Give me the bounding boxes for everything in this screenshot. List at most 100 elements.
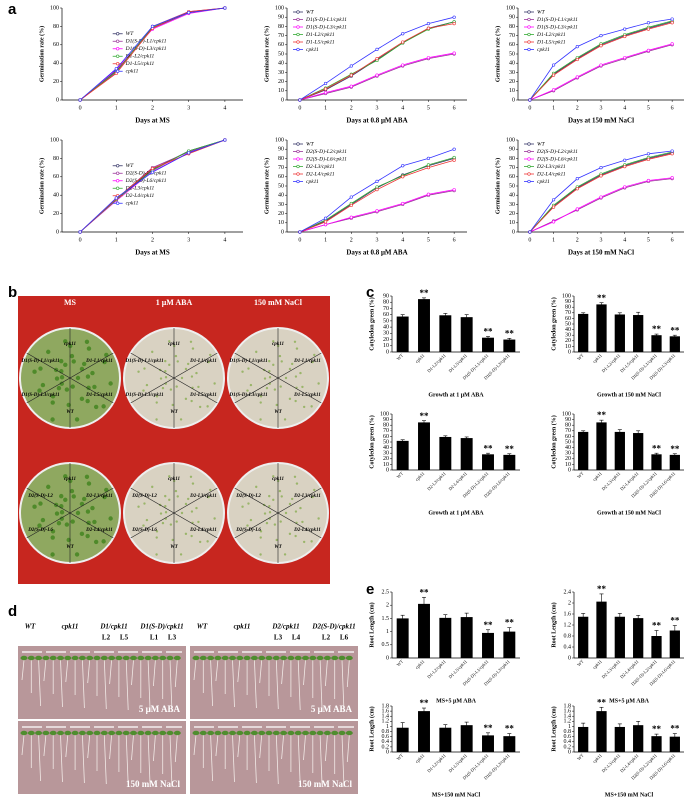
significance: ** <box>420 411 430 421</box>
root-header: WT <box>25 623 36 631</box>
leaf <box>159 655 167 661</box>
y-tick-label: 40 <box>565 445 571 451</box>
point <box>375 209 379 213</box>
root <box>109 659 112 685</box>
x-tick-label: 1 <box>324 105 327 111</box>
leaf <box>323 730 331 736</box>
y-tick-label: 100 <box>275 137 284 143</box>
y-tick-label: 80 <box>383 300 389 306</box>
y-tick-label: 20 <box>53 211 59 217</box>
point <box>375 56 379 61</box>
seedling <box>155 530 159 533</box>
seedling <box>81 361 87 367</box>
x-tick-label: cpk11 <box>414 753 425 764</box>
y-tick-label: 70 <box>278 165 284 171</box>
y-tick-label: 90 <box>278 147 284 153</box>
seedling <box>209 353 212 357</box>
y-tick-label: 0 <box>386 749 389 755</box>
root <box>65 734 69 758</box>
x-tick-label: 1 <box>552 105 555 111</box>
seedling <box>155 536 158 539</box>
bar <box>503 631 516 658</box>
point <box>670 21 674 25</box>
point <box>426 192 431 196</box>
legend-marker <box>296 179 300 184</box>
leaf <box>192 655 200 661</box>
seedling <box>145 383 149 387</box>
seedling <box>164 370 167 373</box>
seedling <box>79 501 85 507</box>
significance: ** <box>652 621 662 631</box>
leaf <box>345 655 353 661</box>
legend-label: D2(S-D)-L2/cpk11 <box>536 148 578 155</box>
x-tick-label: D1-L2/cpk11 <box>426 659 447 680</box>
point <box>646 21 651 25</box>
y-tick-label: 90 <box>509 147 515 153</box>
seedling <box>93 539 99 545</box>
legend-label: WT <box>126 31 135 37</box>
leaf <box>27 655 35 661</box>
seedling <box>198 540 202 544</box>
x-axis-label: Growth at 1 μM ABA <box>428 392 484 398</box>
y-tick-label: 70 <box>383 428 389 434</box>
seedling <box>101 404 106 409</box>
seedling <box>265 386 269 390</box>
x-tick-label: 4 <box>401 105 404 111</box>
panel-letter: a <box>8 1 17 18</box>
point <box>623 56 627 60</box>
seedling <box>169 388 173 391</box>
plate-label: D2-L3/cpk11 <box>293 494 321 499</box>
point <box>575 187 579 191</box>
seedling <box>56 385 62 391</box>
x-tick-label: cpk11 <box>414 659 425 670</box>
root <box>237 734 241 758</box>
point <box>78 98 82 102</box>
y-tick-label: 10 <box>565 462 571 468</box>
bar <box>651 736 662 752</box>
y-tick-label: 80 <box>565 305 571 311</box>
point <box>575 207 579 211</box>
point <box>575 57 579 62</box>
leaf <box>57 730 64 736</box>
bar <box>669 336 680 352</box>
seedling <box>293 475 297 478</box>
y-axis-label: Germination rate (%) <box>494 26 501 82</box>
leaf <box>331 730 339 736</box>
y-tick-label: 90 <box>565 299 571 305</box>
seedling <box>79 396 85 402</box>
leaf <box>144 730 152 736</box>
root <box>254 734 257 784</box>
x-tick-label: D1-L5/cpk11 <box>448 353 469 374</box>
seedling <box>259 401 262 404</box>
x-tick-label: D1-L2/cpk11 <box>426 353 447 374</box>
leaf <box>345 730 353 736</box>
y-tick-label: 50 <box>383 318 389 324</box>
seedling <box>207 495 210 499</box>
legend-label: cpk11 <box>537 179 550 185</box>
seedling <box>299 506 302 510</box>
x-tick-label: cpk11 <box>414 353 425 364</box>
leaf <box>229 730 236 736</box>
seedling <box>164 511 168 514</box>
y-tick-label: 60 <box>383 434 389 440</box>
leaf <box>144 655 152 661</box>
x-tick-label: 2 <box>576 105 579 111</box>
y-axis-label: Root Length (cm) <box>368 602 375 647</box>
seedling <box>143 367 146 370</box>
point <box>78 230 82 234</box>
root <box>174 659 178 688</box>
point <box>670 17 674 21</box>
x-axis-label: Days at 150 mM NaCl <box>568 249 634 257</box>
y-tick-label: 40 <box>278 61 284 67</box>
legend-label: D1-L5/cpk11 <box>125 61 155 67</box>
point <box>670 149 674 153</box>
point <box>114 67 118 71</box>
seedling <box>313 488 316 492</box>
seedling <box>268 359 271 363</box>
seedling <box>302 405 306 409</box>
leaf <box>207 655 215 661</box>
y-tick-label: 0 <box>281 229 284 235</box>
seedling <box>279 520 282 523</box>
x-tick-label: 0 <box>528 237 531 243</box>
seedling <box>175 520 178 523</box>
